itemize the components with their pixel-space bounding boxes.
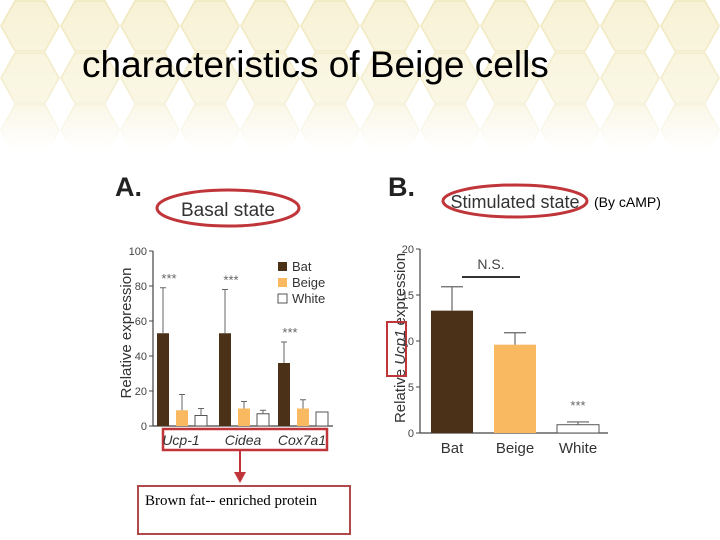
chart-a-legend-label: Bat [292, 259, 312, 274]
panel-b-label: B. [388, 172, 415, 202]
chart-b-significance: *** [570, 398, 585, 413]
chart-a-category-label: Cox7a1 [278, 432, 326, 448]
chart-b-bar [494, 344, 536, 433]
chart-a-y-tick-label: 20 [135, 386, 147, 398]
chart-a-bar [278, 363, 290, 426]
chart-a-significance: *** [282, 325, 297, 340]
chart-a-bar [238, 408, 250, 426]
chart-b-plot: 0 5 10 15 20 Bat Beige White N.S. *** [402, 244, 608, 457]
chart-a-significance: *** [223, 273, 238, 288]
chart-a-bar [315, 411, 329, 427]
chart-b-ns-label: N.S. [477, 256, 504, 272]
chart-a-y-tick-label: 60 [135, 316, 147, 328]
panel-a-title: Basal state [181, 200, 275, 221]
chart-a-significance: *** [161, 271, 176, 286]
chart-b-category-label: White [559, 440, 597, 457]
slide-title: characteristics of Beige cells [82, 44, 549, 85]
hexagon-background [0, 0, 720, 150]
chart-a-category-label: Cidea [225, 432, 262, 448]
chart-a-bar [219, 333, 231, 426]
panel-b-ylabel-part-1: Relative [392, 365, 409, 423]
chart-a-y-tick-label: 80 [135, 281, 147, 293]
chart-a-bar [157, 333, 169, 426]
chart-a-category-label: Ucp-1 [162, 432, 199, 448]
chart-a-bar [297, 408, 309, 426]
panel-a-xlabel-highlight [161, 427, 329, 452]
chart-b-y-tick-label: 5 [408, 382, 414, 394]
chart-b-category-label: Bat [441, 440, 464, 457]
panel-a-title-highlight [155, 188, 301, 228]
chart-a-bar [256, 413, 270, 427]
panel-b-ylabel-gene: Ucp1 [392, 330, 409, 365]
chart-b-y-tick-label: 10 [402, 336, 414, 348]
chart-a-legend-swatch [277, 293, 288, 304]
panel-b-title-highlight [441, 183, 589, 219]
chart-b-y-tick-label: 15 [402, 290, 414, 302]
panel-b-ylabel-highlight [386, 321, 407, 377]
chart-b-bar [431, 310, 473, 433]
arrow-head [234, 472, 246, 483]
panel-b-ylabel-part-2: expression [392, 253, 409, 330]
stimulation-note: (By cAMP) [594, 194, 661, 210]
chart-a-y-tick-label: 40 [135, 351, 147, 363]
chart-a-legend-label: Beige [292, 275, 325, 290]
panel-a-label: A. [115, 172, 142, 202]
chart-a-y-tick-label: 0 [141, 421, 147, 433]
chart-b-y-tick-label: 20 [402, 244, 414, 256]
panel-b-title: Stimulated state [450, 192, 579, 212]
chart-a-bar [176, 410, 188, 426]
panel-a-y-axis-label: Relative expression [118, 268, 135, 399]
chart-a-legend-swatch [278, 278, 287, 287]
chart-b-y-tick-label: 0 [408, 428, 414, 440]
note-box: Brown fat-- enriched protein [137, 485, 351, 535]
chart-a-y-tick-label: 100 [129, 246, 147, 258]
chart-a-plot: 0 20 40 60 80 100 *** Ucp-1 *** Cidea *** Cox7a1 Bat… [129, 246, 333, 448]
chart-b-bar [556, 424, 600, 434]
chart-a-bar [194, 415, 208, 427]
chart-b-category-label: Beige [496, 440, 534, 457]
chart-a-legend-label: White [292, 291, 325, 306]
chart-a-legend-swatch [278, 262, 287, 271]
panel-b-y-axis-label: Relative Ucp1 expression [392, 253, 409, 423]
